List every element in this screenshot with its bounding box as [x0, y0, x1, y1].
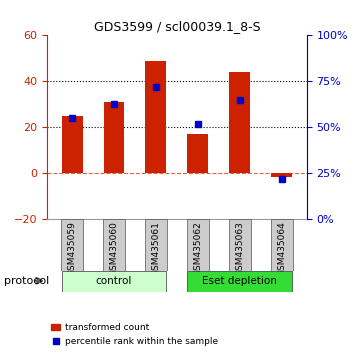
FancyBboxPatch shape: [271, 219, 293, 271]
FancyBboxPatch shape: [229, 219, 251, 271]
Text: control: control: [96, 276, 132, 286]
Text: protocol: protocol: [4, 276, 49, 286]
Text: GSM435064: GSM435064: [277, 221, 286, 276]
FancyBboxPatch shape: [187, 219, 209, 271]
FancyBboxPatch shape: [103, 219, 125, 271]
Text: GSM435062: GSM435062: [193, 221, 203, 276]
Legend: transformed count, percentile rank within the sample: transformed count, percentile rank withi…: [48, 320, 222, 349]
Text: Eset depletion: Eset depletion: [202, 276, 277, 286]
Text: GSM435061: GSM435061: [151, 221, 160, 276]
Bar: [145, 61, 166, 173]
FancyBboxPatch shape: [187, 271, 292, 292]
Bar: [229, 72, 250, 173]
Bar: [187, 134, 208, 173]
Bar: [104, 102, 125, 173]
Text: GSM435063: GSM435063: [235, 221, 244, 276]
FancyBboxPatch shape: [145, 219, 167, 271]
Bar: [271, 173, 292, 177]
Text: GSM435059: GSM435059: [68, 221, 77, 276]
FancyBboxPatch shape: [61, 219, 83, 271]
Title: GDS3599 / scl00039.1_8-S: GDS3599 / scl00039.1_8-S: [93, 20, 260, 33]
Bar: [62, 116, 83, 173]
Text: GSM435060: GSM435060: [109, 221, 118, 276]
FancyBboxPatch shape: [62, 271, 166, 292]
